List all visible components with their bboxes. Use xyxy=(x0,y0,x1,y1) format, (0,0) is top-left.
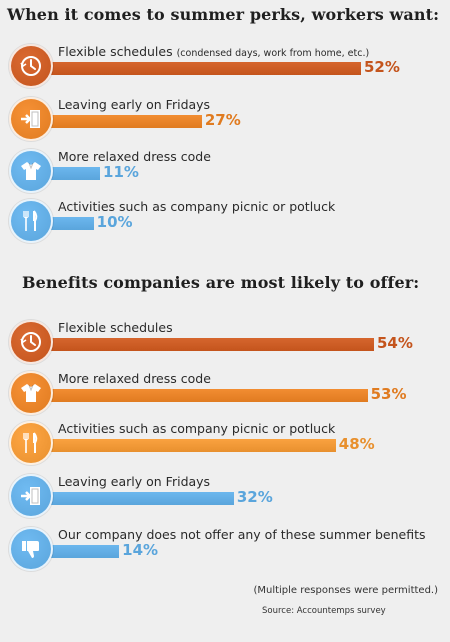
value-label: 10% xyxy=(96,213,133,231)
category-text: Leaving early on Fridays xyxy=(58,97,211,112)
category-text: More relaxed dress code xyxy=(58,149,211,164)
utensils-icon xyxy=(9,421,53,465)
chart-1-row: Leaving early on Fridays 27% xyxy=(0,97,450,145)
chart-1-title: When it comes to summer perks, workers w… xyxy=(7,5,440,24)
category-label: Our company does not offer any of these … xyxy=(58,527,426,542)
category-text: Activities such as company picnic or pot… xyxy=(58,421,336,436)
chart-2-row: Activities such as company picnic or pot… xyxy=(0,421,450,469)
chart-2-row: Leaving early on Fridays 32% xyxy=(0,474,450,522)
utensils-icon xyxy=(9,199,53,243)
bar xyxy=(30,389,368,402)
chart-1-row: More relaxed dress code 11% xyxy=(0,149,450,197)
chart-1-row: Activities such as company picnic or pot… xyxy=(0,199,450,247)
category-label: Activities such as company picnic or pot… xyxy=(58,421,335,436)
category-text: Activities such as company picnic or pot… xyxy=(58,199,336,214)
category-label: More relaxed dress code xyxy=(58,149,211,164)
bar xyxy=(30,115,202,128)
category-label: Leaving early on Fridays xyxy=(58,474,210,489)
shirt-icon xyxy=(9,371,53,415)
shirt-icon xyxy=(9,149,53,193)
bar xyxy=(30,439,336,452)
exit-door-icon xyxy=(9,474,53,518)
value-label: 48% xyxy=(338,435,375,453)
value-label: 11% xyxy=(103,163,139,181)
category-label: Flexible schedules xyxy=(58,320,173,335)
chart-2-row: More relaxed dress code 53% xyxy=(0,371,450,419)
category-text: Flexible schedules xyxy=(58,320,173,335)
clock-icon xyxy=(9,320,53,364)
category-text: Leaving early on Fridays xyxy=(58,474,211,489)
bar xyxy=(30,62,361,75)
category-label: Activities such as company picnic or pot… xyxy=(58,199,335,214)
clock-icon xyxy=(9,44,53,88)
value-label: 53% xyxy=(370,385,407,403)
category-text: Our company does not offer any of these … xyxy=(58,527,426,542)
footnote: (Multiple responses were permitted.) xyxy=(253,585,438,596)
thumbs-down-icon xyxy=(9,527,53,571)
category-note: (condensed days, work from home, etc.) xyxy=(176,48,370,59)
category-label: Leaving early on Fridays xyxy=(58,97,210,112)
value-label: 54% xyxy=(377,334,413,352)
category-text: More relaxed dress code xyxy=(58,371,211,386)
value-label: 32% xyxy=(236,488,273,506)
category-label: Flexible schedules (condensed days, work… xyxy=(58,44,369,59)
bar xyxy=(30,338,374,351)
exit-door-icon xyxy=(9,97,53,141)
source-note: Source: Accountemps survey xyxy=(262,606,386,616)
chart-2-title: Benefits companies are most likely to of… xyxy=(22,273,420,292)
bar xyxy=(30,492,234,505)
category-label: More relaxed dress code xyxy=(58,371,211,386)
value-label: 14% xyxy=(122,541,159,559)
chart-1-row: Flexible schedules (condensed days, work… xyxy=(0,44,450,92)
category-text: Flexible schedules xyxy=(58,44,173,59)
value-label: 27% xyxy=(204,111,241,129)
chart-2-row: Our company does not offer any of these … xyxy=(0,527,450,575)
chart-2-row: Flexible schedules 54% xyxy=(0,320,450,368)
value-label: 52% xyxy=(364,58,400,76)
